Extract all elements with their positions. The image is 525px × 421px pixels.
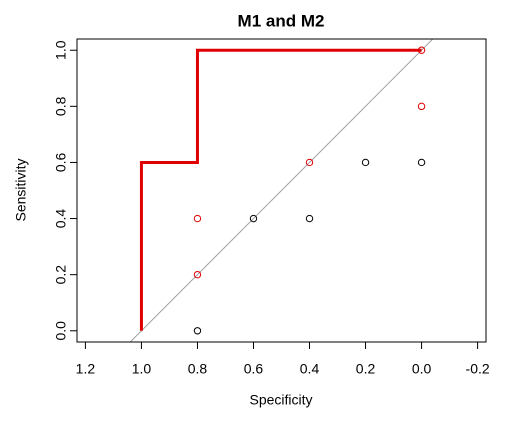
- point: [305, 214, 314, 223]
- point: [249, 214, 258, 223]
- y-tick-label: 0.4: [53, 209, 69, 229]
- roc-line: [139, 48, 422, 331]
- point: [417, 46, 426, 54]
- point: [193, 270, 202, 279]
- x-tick-label: 0.0: [412, 361, 432, 377]
- y-axis-label: Sensitivity: [13, 158, 29, 221]
- x-tick-label: 1.0: [132, 361, 152, 377]
- y-tick-label: 0.2: [53, 265, 69, 285]
- reference-line: [129, 39, 434, 342]
- point: [417, 158, 426, 167]
- x-tick-label: 0.8: [188, 361, 208, 377]
- x-tick-label: 1.2: [76, 361, 96, 377]
- x-axis-label: Specificity: [249, 392, 312, 408]
- point: [417, 102, 426, 111]
- y-tick-label: 1.0: [53, 40, 69, 60]
- x-tick-label: 0.4: [300, 361, 320, 377]
- x-tick-label: -0.2: [466, 361, 490, 377]
- y-tick-label: 0.0: [53, 321, 69, 341]
- plot-frame: [76, 38, 487, 343]
- x-tick-label: 0.2: [356, 361, 376, 377]
- y-tick-label: 0.6: [53, 153, 69, 173]
- point: [193, 327, 202, 335]
- point: [305, 158, 314, 167]
- chart-title: M1 and M2: [238, 11, 325, 30]
- y-tick-label: 0.8: [53, 96, 69, 116]
- point: [361, 158, 370, 167]
- point: [193, 214, 202, 223]
- x-tick-label: 0.6: [244, 361, 264, 377]
